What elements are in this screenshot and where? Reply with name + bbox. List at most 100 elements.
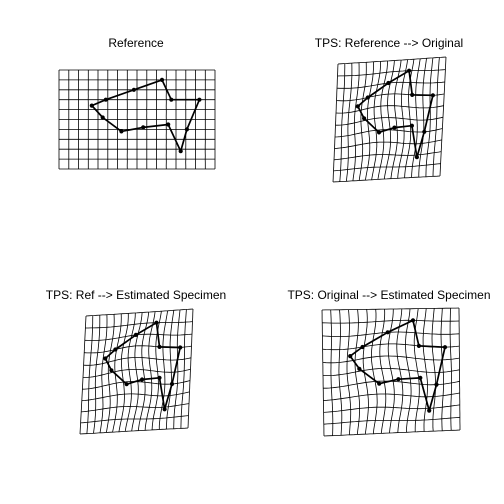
grid-line-horizontal	[332, 175, 441, 183]
grid-lines	[58, 69, 216, 170]
grid-line-horizontal	[84, 333, 193, 341]
grid-line-horizontal	[81, 391, 190, 402]
landmark-point	[362, 116, 367, 121]
grid-line-vertical	[166, 310, 175, 430]
grid-line-vertical	[124, 312, 136, 432]
panel-title-reference: Reference	[108, 36, 164, 50]
landmark-point	[416, 343, 421, 348]
grid-line-vertical	[187, 308, 194, 429]
grid-line-vertical	[425, 57, 434, 177]
grid-line-vertical	[431, 308, 437, 432]
landmark-point	[414, 155, 419, 160]
grid-line-horizontal	[335, 105, 444, 114]
landmark-point	[434, 382, 439, 387]
grid-line-horizontal	[336, 81, 445, 89]
landmark-point	[348, 354, 353, 359]
grid-line-horizontal	[79, 427, 189, 435]
grid-line-vertical	[458, 308, 461, 430]
grid-line-horizontal	[334, 139, 442, 149]
panel-ref-to-estimated: TPS: Ref --> Estimated Specimen	[46, 288, 226, 435]
grid-line-vertical	[346, 63, 353, 182]
grid-line-horizontal	[85, 321, 193, 329]
grid-line-vertical	[118, 313, 129, 432]
grid-line-vertical	[418, 58, 427, 178]
grid-line-horizontal	[323, 404, 460, 413]
grid-line-vertical	[371, 61, 381, 180]
landmark-point	[162, 407, 167, 412]
landmark-point	[169, 97, 174, 102]
landmark-point	[377, 381, 382, 386]
landmark-point	[119, 129, 124, 134]
grid-line-horizontal	[85, 308, 194, 317]
landmark-point	[169, 381, 175, 387]
landmark-point	[109, 368, 114, 373]
landmark-point	[430, 93, 435, 98]
deformation-grid-reference-to-original	[332, 56, 447, 183]
grid-line-horizontal	[323, 392, 460, 401]
grid-line-vertical	[106, 314, 115, 433]
deformation-grid-reference	[58, 69, 216, 170]
grid-line-vertical	[383, 60, 395, 180]
landmark-point	[141, 125, 146, 130]
panel-reference: Reference	[58, 36, 216, 170]
grid-lines	[332, 56, 447, 183]
grid-line-vertical	[422, 308, 428, 432]
landmark-point	[386, 80, 391, 86]
grid-line-vertical	[321, 309, 325, 437]
grid-line-vertical	[93, 315, 101, 434]
grid-line-vertical	[354, 309, 361, 435]
grid-line-vertical	[137, 312, 150, 431]
grid-line-horizontal	[83, 357, 192, 366]
grid-line-vertical	[173, 309, 181, 429]
grid-line-vertical	[379, 309, 387, 434]
grid-line-vertical	[352, 62, 360, 181]
landmark-point	[113, 347, 118, 352]
grid-line-vertical	[346, 309, 352, 435]
deformation-grid-ref-to-estimated	[79, 308, 194, 435]
grid-lines	[321, 307, 461, 437]
grid-line-vertical	[370, 309, 378, 434]
landmark-point	[407, 68, 412, 73]
grid-line-vertical	[377, 60, 388, 180]
landmark-point	[140, 377, 145, 382]
landmark-point	[392, 125, 397, 130]
grid-line-vertical	[387, 308, 395, 434]
landmark-point	[365, 95, 370, 100]
landmark-point	[360, 344, 365, 350]
landmark-point	[396, 377, 401, 382]
grid-line-vertical	[411, 58, 421, 178]
landmark-point	[103, 356, 108, 361]
grid-line-vertical	[365, 61, 374, 181]
landmark-point	[157, 375, 162, 380]
grid-line-vertical	[338, 309, 343, 436]
grid-line-vertical	[180, 309, 187, 429]
landmark-point	[124, 382, 129, 387]
landmark-point	[427, 408, 432, 413]
landmark-point	[355, 104, 360, 109]
landmark-point	[376, 130, 382, 135]
grid-line-vertical	[86, 315, 94, 434]
landmark-point	[178, 345, 183, 350]
landmark-point	[100, 115, 105, 120]
panel-reference-to-original: TPS: Reference --> Original	[315, 36, 463, 183]
landmark-point	[178, 149, 183, 154]
landmark-point	[409, 123, 414, 128]
grid-line-horizontal	[337, 56, 447, 65]
grid-line-vertical	[144, 311, 156, 431]
panel-title-original-to-estimated: TPS: Original --> Estimated Specimen	[287, 288, 490, 302]
landmark-point	[103, 97, 108, 102]
grid-line-vertical	[405, 308, 412, 433]
grid-line-vertical	[332, 63, 339, 183]
grid-line-vertical	[362, 309, 369, 435]
grid-line-horizontal	[322, 331, 460, 337]
grid-line-vertical	[79, 315, 87, 435]
grid-line-horizontal	[333, 151, 442, 161]
landmark-point	[133, 332, 138, 337]
landmark-point	[89, 103, 94, 108]
landmark-point	[418, 375, 423, 380]
grid-line-horizontal	[321, 307, 460, 311]
grid-line-vertical	[131, 312, 143, 432]
grid-line-vertical	[358, 62, 367, 181]
grid-line-horizontal	[81, 403, 190, 413]
